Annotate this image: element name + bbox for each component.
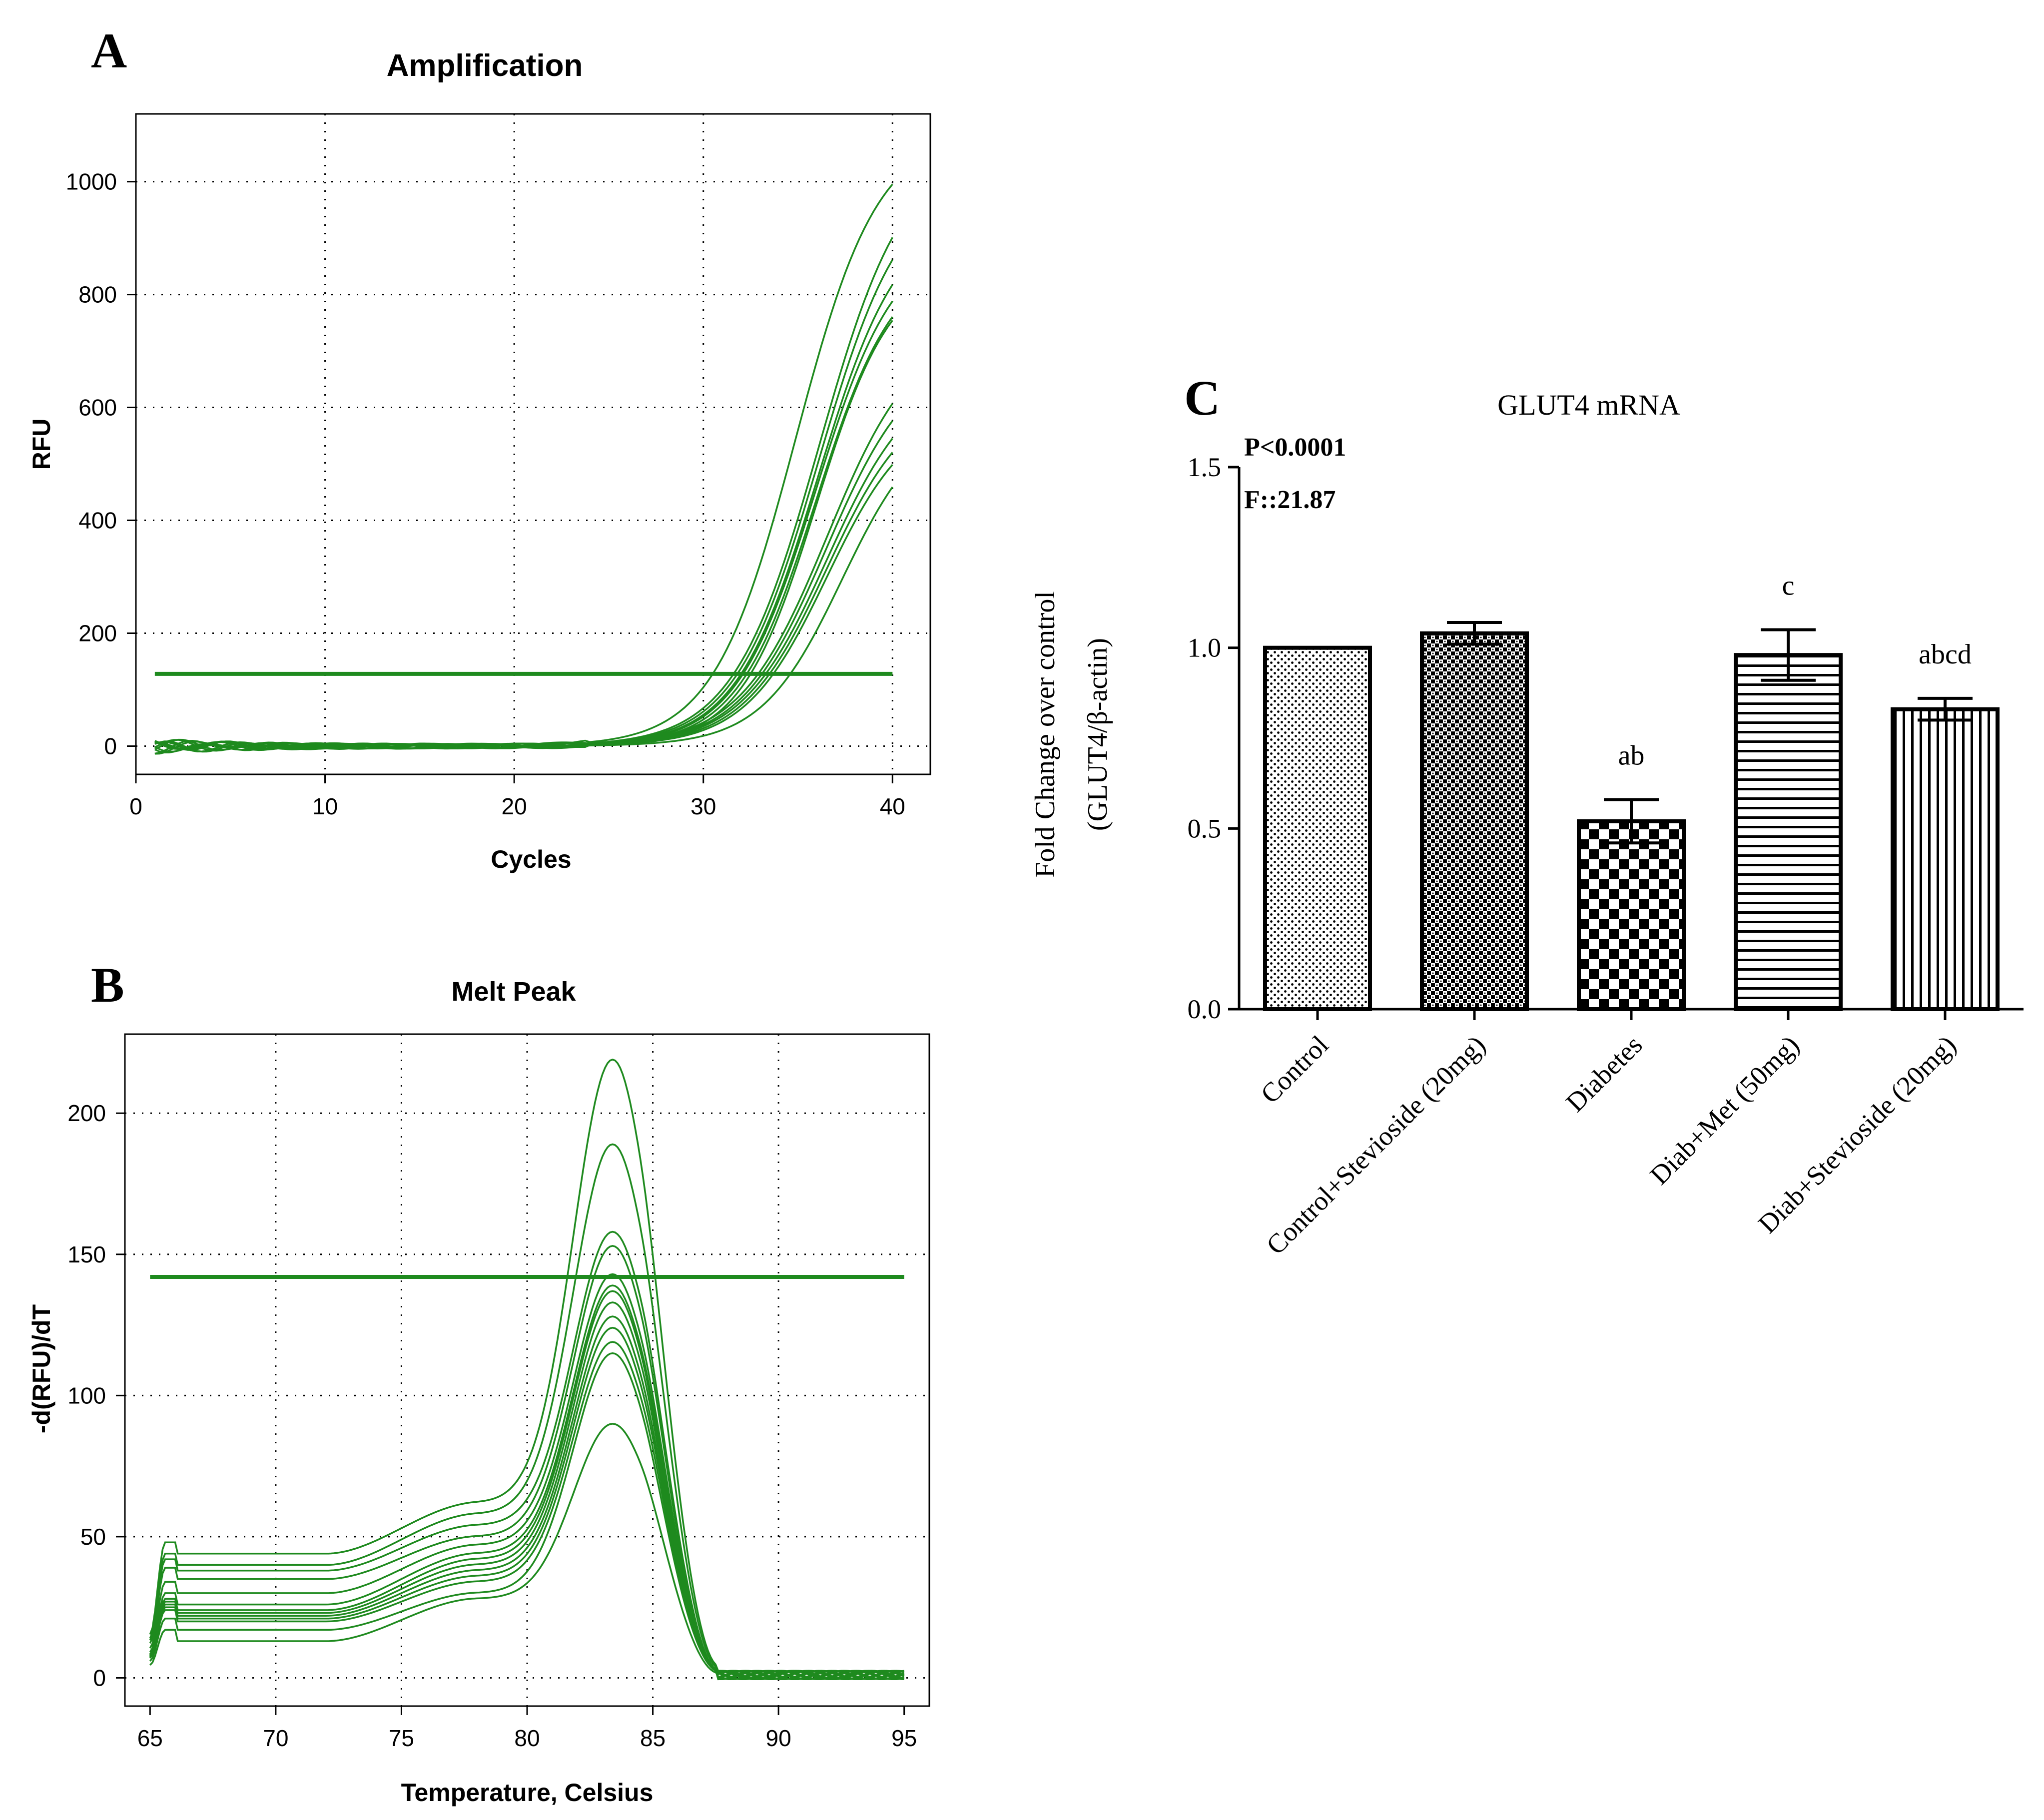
glut4-significance-label: c	[1782, 571, 1795, 602]
melt-peak-title: Melt Peak	[451, 977, 576, 1007]
amplification-y-tick-label: 800	[78, 282, 117, 308]
glut4-bars: ab c abcd	[1263, 571, 2000, 1012]
amplification-y-tick-label: 600	[78, 395, 117, 421]
amplification-title: Amplification	[387, 48, 583, 83]
glut4-p-value: P<0.0001	[1244, 433, 1346, 462]
amplification-plot-frame	[135, 113, 931, 775]
melt-peak-x-tick-label: 70	[263, 1725, 288, 1751]
amplification-x-tick-label: 0	[129, 793, 142, 819]
melt-peak-curve	[149, 1423, 905, 1681]
amplification-x-tick-label: 20	[502, 793, 527, 819]
glut4-chart-title: GLUT4 mRNA	[1497, 389, 1680, 421]
amplification-curve	[154, 438, 893, 755]
glut4-bar-chart: GLUT4 mRNA P<0.0001 F::21.87 Fold Change…	[1030, 389, 2024, 1260]
glut4-bar	[1891, 707, 2000, 1011]
melt-peak-curve	[149, 1143, 905, 1681]
glut4-bar	[1420, 631, 1529, 1011]
glut4-f-value: F::21.87	[1244, 486, 1336, 514]
amplification-curves	[154, 183, 893, 755]
melt-peak-x-tick-label: 80	[514, 1725, 540, 1751]
glut4-significance-label: ab	[1618, 740, 1645, 771]
amplification-x-tick-label: 40	[880, 793, 905, 819]
glut4-category-label: Control	[1255, 1030, 1334, 1109]
melt-peak-x-tick-label: 65	[137, 1725, 163, 1751]
amplification-curve	[154, 464, 893, 753]
melt-peak-x-tick-label: 90	[766, 1725, 791, 1751]
glut4-y-label-line2: (GLUT4/β-actin)	[1082, 638, 1113, 831]
glut4-y-tick-label: 0.0	[1188, 994, 1222, 1024]
glut4-significance-label: abcd	[1919, 639, 1972, 670]
amplification-curve	[154, 486, 893, 751]
panel-letter-b: B	[91, 957, 124, 1013]
glut4-y-tick-label: 0.5	[1188, 813, 1222, 843]
amplification-x-label: Cycles	[491, 845, 571, 873]
amplification-x-tick-label: 10	[312, 793, 338, 819]
melt-peak-x-tick-label: 95	[891, 1725, 917, 1751]
melt-peak-y-label: -d(RFU)/dT	[27, 1304, 55, 1433]
melt-peak-curve	[149, 1326, 905, 1681]
melt-peak-y-tick-label: 100	[67, 1382, 106, 1408]
amplification-y-tick-label: 1000	[66, 169, 117, 195]
melt-peak-curve	[149, 1352, 905, 1681]
melt-peak-x-label: Temperature, Celsius	[401, 1779, 654, 1807]
amplification-x-tick-label: 30	[690, 793, 716, 819]
amplification-curve	[154, 300, 893, 752]
glut4-y-tick-label: 1.5	[1188, 452, 1222, 482]
melt-peak-y-tick-label: 50	[80, 1524, 106, 1550]
amplification-y-tick-label: 0	[104, 733, 117, 759]
amplification-chart: Amplification 0 10 20 30 4002004006008001000…	[27, 48, 931, 873]
melt-peak-y-tick-label: 150	[67, 1241, 106, 1267]
glut4-bar	[1577, 819, 1686, 1012]
melt-peak-curve	[149, 1315, 905, 1681]
amplification-curve	[154, 183, 893, 751]
glut4-category-label: Diabetes	[1560, 1030, 1648, 1118]
melt-peak-y-tick-label: 0	[93, 1665, 106, 1691]
melt-peak-curve	[149, 1301, 905, 1681]
melt-peak-ticks: 65 70 75 80 85 90 95 0 50 100 150 200	[67, 1100, 917, 1751]
glut4-bar	[1734, 653, 1843, 1011]
glut4-y-tick-label: 1.0	[1188, 633, 1222, 663]
melt-peak-x-tick-label: 75	[389, 1725, 414, 1751]
panel-letter-c: C	[1184, 370, 1220, 426]
panel-letter-a: A	[91, 23, 127, 78]
melt-peak-curve	[149, 1244, 904, 1681]
melt-peak-chart: Melt Peak 65 70 75 80 85 90 95 0 50 100 150 200 Tem…	[27, 977, 930, 1807]
melt-peak-x-tick-label: 85	[640, 1725, 666, 1751]
melt-peak-y-tick-label: 200	[67, 1100, 106, 1126]
amplification-y-tick-label: 200	[78, 620, 117, 646]
melt-peak-curve	[149, 1290, 904, 1681]
amplification-curve	[154, 284, 893, 755]
amplification-y-tick-label: 400	[78, 508, 117, 534]
amplification-y-label: RFU	[27, 419, 55, 470]
amplification-curve	[154, 259, 893, 754]
glut4-category-label: Diab+Met (50mg)	[1644, 1030, 1805, 1191]
melt-peak-curves	[149, 1059, 905, 1681]
glut4-y-label-line1: Fold Change over control	[1030, 591, 1061, 878]
glut4-bar	[1263, 645, 1372, 1011]
